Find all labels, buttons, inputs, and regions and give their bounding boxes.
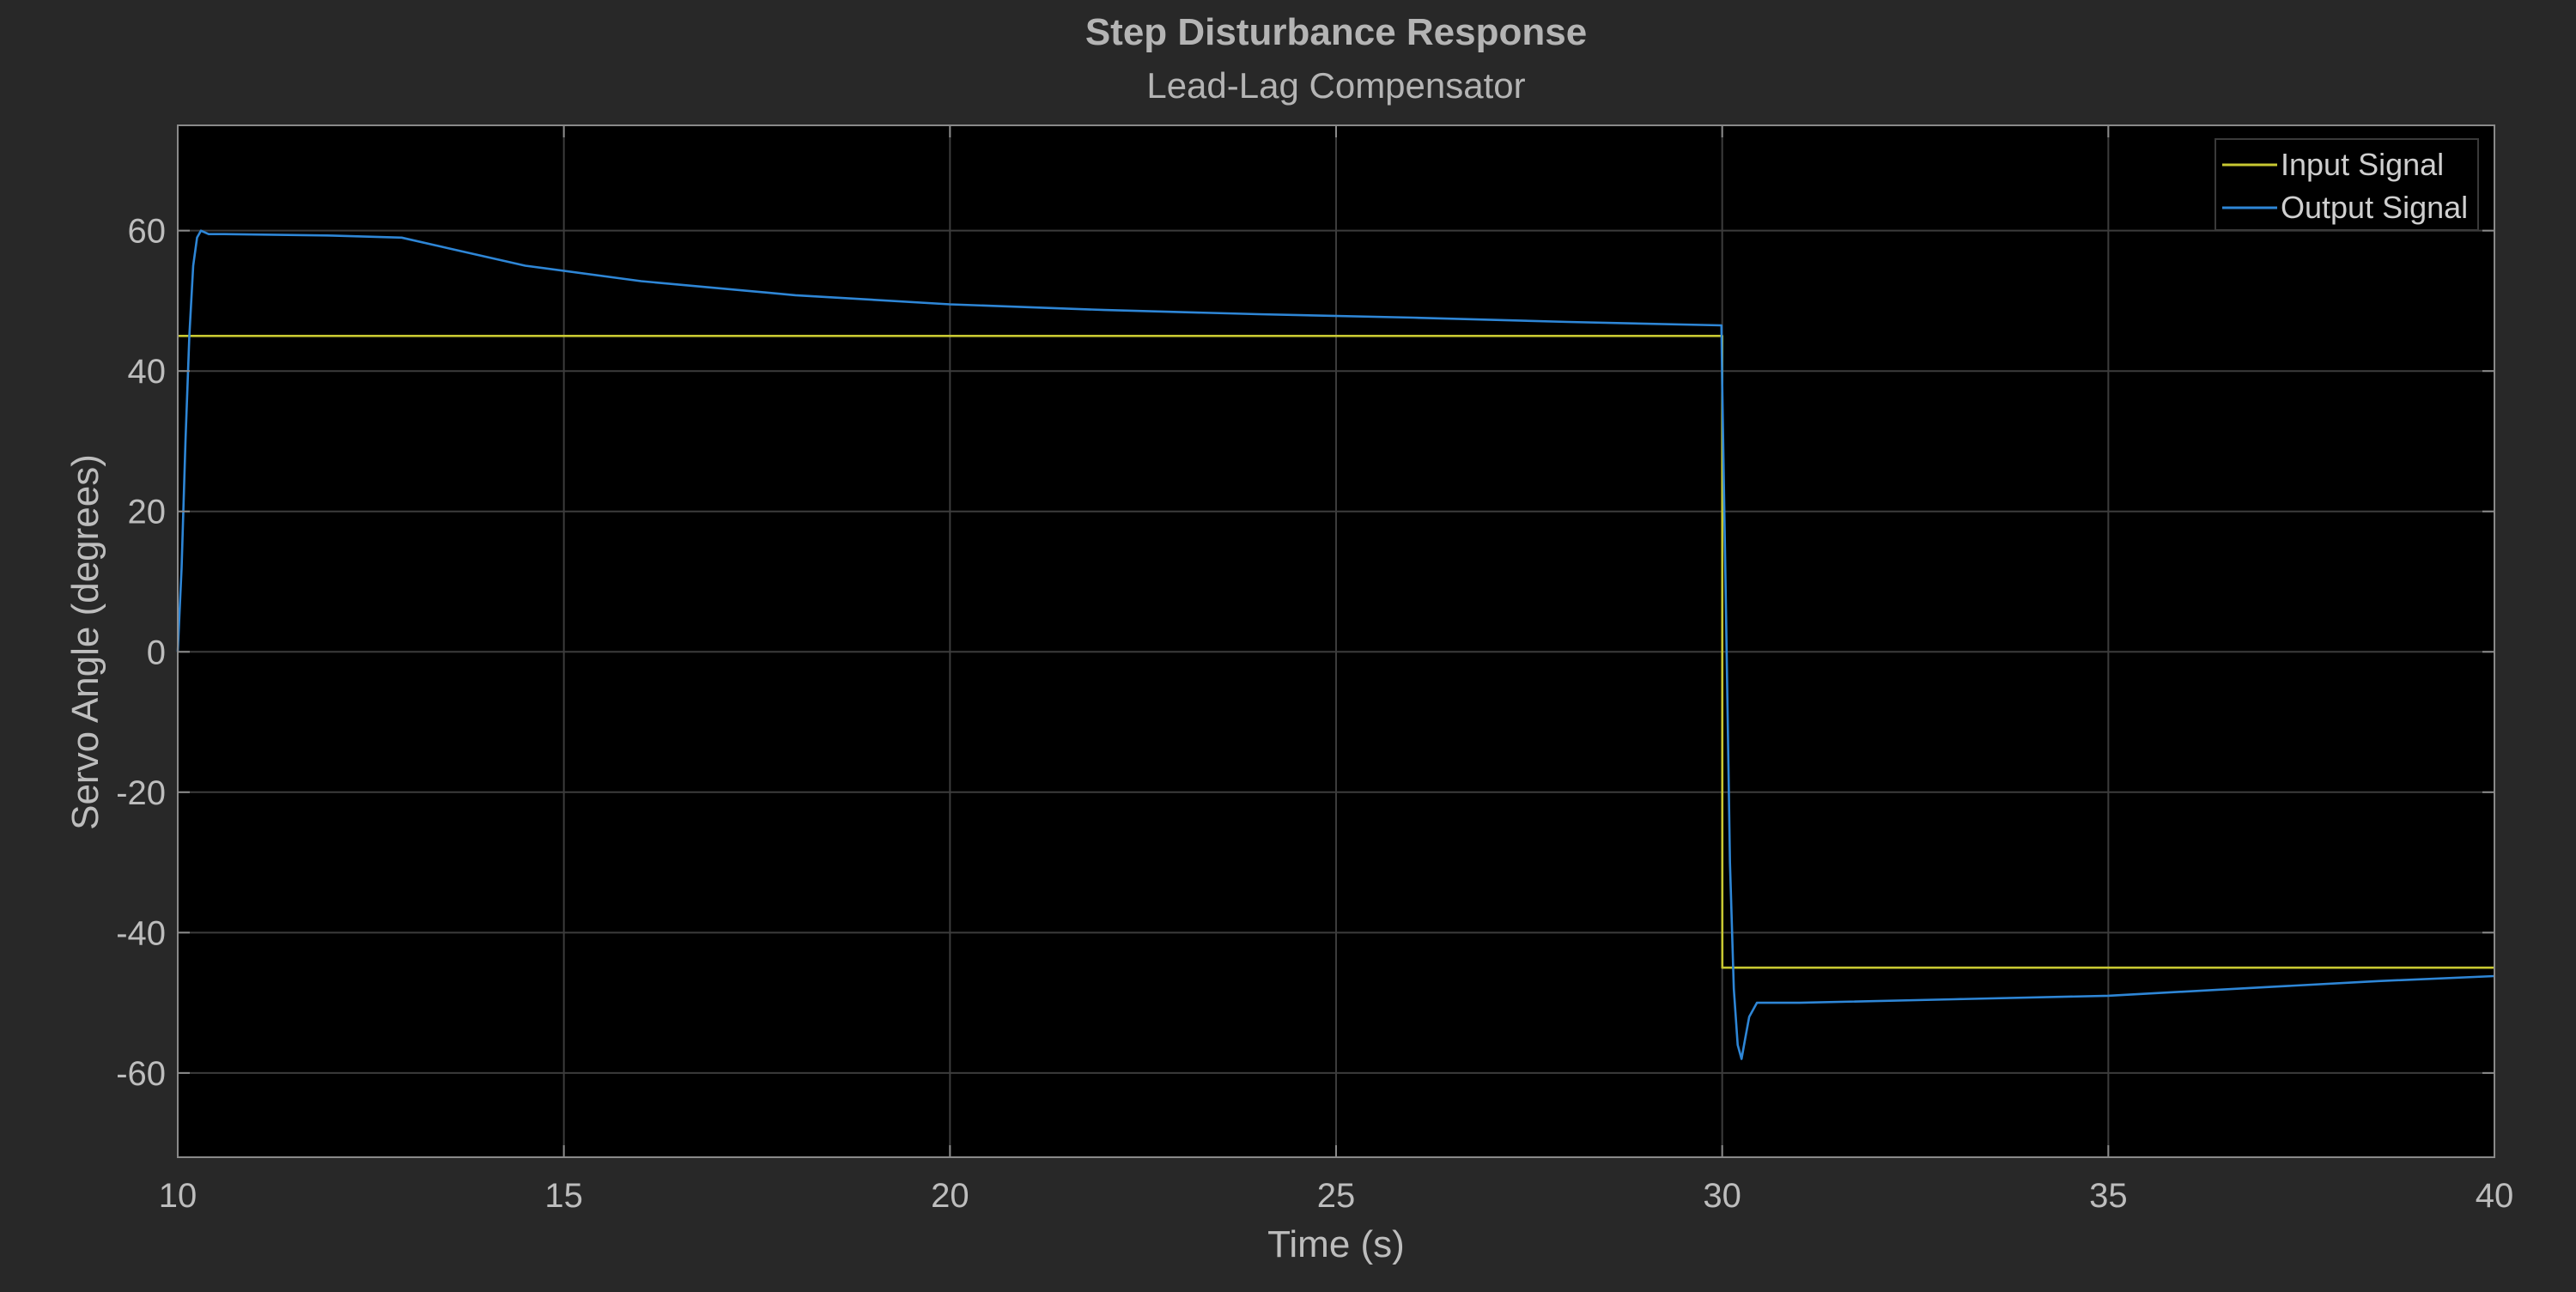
x-tick-label: 20 (931, 1177, 969, 1215)
x-axis-ticks: 10 15 20 25 30 35 40 (159, 125, 2514, 1215)
y-axis-label: Servo Angle (degrees) (64, 454, 106, 830)
x-tick-label: 10 (159, 1177, 197, 1215)
y-tick-label: -20 (116, 774, 166, 812)
x-tick-label: 35 (2089, 1177, 2128, 1215)
y-tick-label: 0 (147, 634, 166, 671)
y-tick-label: -60 (116, 1055, 166, 1093)
grid (177, 125, 2495, 1157)
x-tick-label: 25 (1317, 1177, 1356, 1215)
chart-title: Step Disturbance Response (1085, 11, 1587, 53)
x-tick-label: 15 (544, 1177, 583, 1215)
x-tick-label: 30 (1703, 1177, 1741, 1215)
legend-box (2215, 138, 2479, 231)
y-tick-label: 40 (128, 353, 167, 391)
y-tick-label: -40 (116, 914, 166, 952)
legend-label-input: Input Signal (2281, 147, 2444, 182)
x-axis-label: Time (s) (1267, 1223, 1405, 1265)
y-tick-label: 20 (128, 494, 167, 531)
y-axis-ticks: -60 -40 -20 0 20 40 60 (116, 213, 2494, 1093)
y-tick-label: 60 (128, 213, 167, 251)
legend-label-output: Output Signal (2281, 190, 2468, 225)
output-signal-line (176, 229, 2495, 1060)
chart-subtitle: Lead-Lag Compensator (1146, 65, 1525, 106)
x-tick-label: 40 (2476, 1177, 2514, 1215)
legend: Input Signal Output Signal (2215, 138, 2479, 231)
